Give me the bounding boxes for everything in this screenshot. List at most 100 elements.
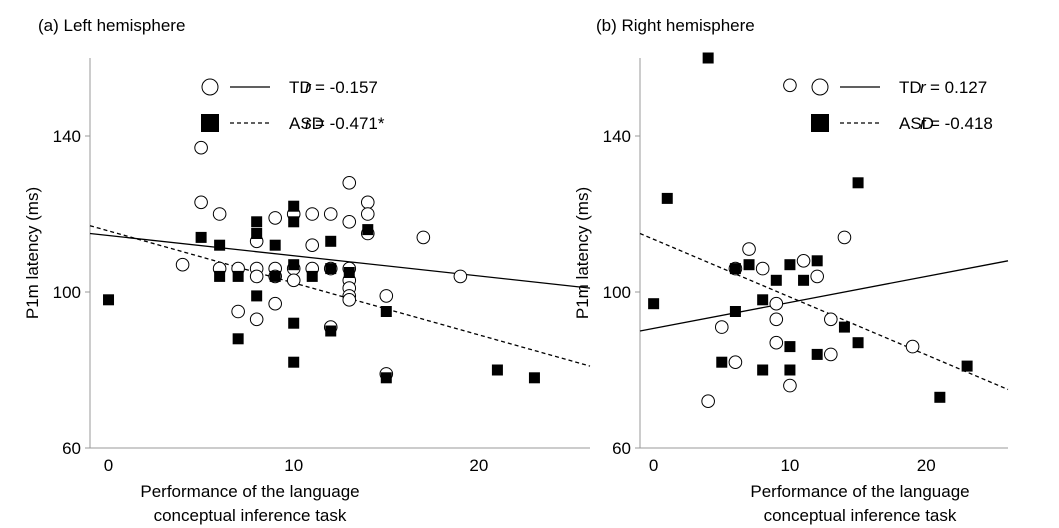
td-point bbox=[286, 273, 301, 288]
asd-point bbox=[798, 274, 810, 286]
asd-point bbox=[214, 239, 226, 251]
y-axis-label: P1m latency (ms) bbox=[573, 187, 592, 319]
asd-point bbox=[362, 224, 374, 236]
legend-td-marker bbox=[811, 78, 829, 96]
y-tick-label: 100 bbox=[53, 283, 81, 302]
legend-r-symbol: r bbox=[920, 114, 927, 133]
y-tick-label: 100 bbox=[603, 283, 631, 302]
asd-point bbox=[306, 270, 318, 282]
x-tick-label: 20 bbox=[917, 456, 936, 475]
asd-point bbox=[716, 356, 728, 368]
td-point bbox=[769, 335, 784, 350]
asd-point bbox=[852, 337, 864, 349]
y-axis-label: P1m latency (ms) bbox=[23, 187, 42, 319]
td-point bbox=[268, 211, 282, 225]
x-tick-label: 20 bbox=[469, 456, 488, 475]
panel-label: (a) Left hemisphere bbox=[38, 16, 185, 35]
td-point bbox=[714, 320, 729, 334]
td-fit-line bbox=[639, 260, 1009, 332]
td-point bbox=[701, 394, 715, 409]
asd-fit-line bbox=[89, 225, 591, 367]
asd-point bbox=[214, 270, 226, 282]
legend-series-name: ASD bbox=[899, 114, 934, 133]
td-point bbox=[755, 261, 770, 276]
left-hemisphere-panel: (a) Left hemisphere 60 100 140 0 10 20 P1m late… bbox=[23, 16, 591, 525]
legend-r-value: = -0.471* bbox=[315, 114, 385, 133]
asd-point bbox=[648, 298, 660, 310]
legend-td-marker bbox=[201, 78, 219, 96]
td-point bbox=[728, 355, 743, 370]
asd-point bbox=[784, 259, 796, 271]
asd-point bbox=[702, 52, 714, 64]
asd-point bbox=[528, 372, 540, 384]
legend-series-name: ASD bbox=[289, 114, 324, 133]
asd-point bbox=[288, 259, 300, 271]
td-point bbox=[416, 230, 431, 245]
asd-point bbox=[729, 263, 741, 275]
asd-point bbox=[325, 263, 337, 275]
td-point bbox=[769, 312, 784, 327]
legend-asd-marker bbox=[201, 114, 219, 132]
y-tick-label: 140 bbox=[603, 127, 631, 146]
asd-point bbox=[784, 364, 796, 376]
td-point bbox=[360, 195, 375, 210]
asd-point bbox=[811, 348, 823, 360]
td-point bbox=[194, 140, 208, 155]
legend-asd-marker bbox=[811, 114, 829, 132]
asd-point bbox=[757, 294, 769, 306]
td-point bbox=[742, 242, 756, 256]
asd-point bbox=[325, 235, 337, 247]
x-tick-label: 10 bbox=[284, 456, 303, 475]
td-fit-line bbox=[89, 232, 591, 289]
asd-point bbox=[491, 364, 503, 376]
asd-point bbox=[103, 294, 115, 306]
td-point bbox=[194, 195, 208, 210]
asd-point bbox=[661, 192, 673, 204]
td-point bbox=[783, 78, 797, 93]
asd-point bbox=[288, 317, 300, 329]
td-point bbox=[824, 312, 838, 327]
asd-fit-line bbox=[639, 232, 1009, 391]
td-point bbox=[810, 269, 824, 284]
td-point bbox=[231, 304, 245, 319]
asd-point bbox=[934, 391, 946, 403]
td-point bbox=[249, 312, 264, 327]
asd-point bbox=[251, 290, 263, 302]
asd-point bbox=[757, 364, 769, 376]
asd-point bbox=[288, 216, 300, 228]
asd-point bbox=[770, 274, 782, 286]
x-axis-label-line: conceptual inference task bbox=[764, 506, 957, 525]
td-point bbox=[342, 215, 357, 229]
x-axis-label-line: Performance of the language bbox=[750, 482, 969, 501]
td-point bbox=[212, 207, 227, 221]
asd-point bbox=[961, 360, 973, 372]
x-tick-label: 0 bbox=[649, 456, 658, 475]
td-point bbox=[905, 339, 920, 354]
asd-point bbox=[852, 177, 864, 189]
y-tick-label: 60 bbox=[62, 439, 81, 458]
asd-point bbox=[838, 321, 850, 333]
legend-series-name: TD bbox=[289, 78, 312, 97]
asd-point bbox=[729, 306, 741, 317]
x-axis-label-line: Performance of the language bbox=[140, 482, 359, 501]
td-point bbox=[305, 238, 320, 252]
td-point bbox=[342, 293, 357, 307]
asd-point bbox=[380, 306, 392, 317]
asd-point bbox=[343, 267, 355, 278]
td-point bbox=[268, 296, 282, 311]
x-tick-label: 0 bbox=[104, 456, 113, 475]
y-tick-label: 60 bbox=[612, 439, 631, 458]
td-point bbox=[769, 296, 784, 311]
asd-point bbox=[195, 231, 207, 243]
td-point bbox=[453, 269, 468, 284]
panel-label: (b) Right hemisphere bbox=[596, 16, 755, 35]
asd-point bbox=[251, 228, 263, 239]
td-point bbox=[837, 230, 852, 245]
asd-point bbox=[288, 356, 300, 368]
td-point bbox=[323, 207, 338, 221]
asd-point bbox=[325, 325, 337, 337]
legend-r-symbol: r bbox=[305, 78, 312, 97]
td-point bbox=[342, 176, 357, 190]
right-hemisphere-panel: (b) Right hemisphere 60 100 140 0 10 20 P1m lat… bbox=[573, 16, 1009, 525]
